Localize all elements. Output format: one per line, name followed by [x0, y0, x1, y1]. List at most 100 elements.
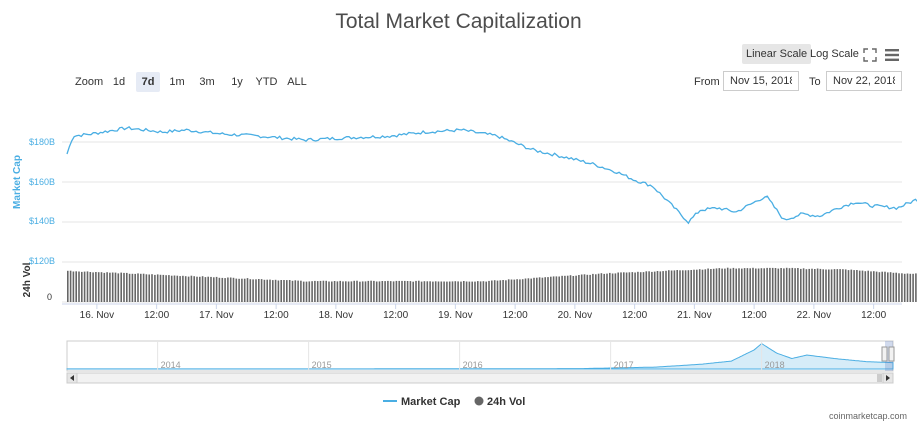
volume-bar [465, 281, 468, 302]
x-tick-label: 12:00 [622, 310, 647, 321]
volume-bar [229, 277, 232, 302]
volume-bar [120, 272, 122, 302]
volume-bar [249, 279, 252, 302]
x-tick-label: 16. Nov [80, 310, 114, 321]
volume-bar [592, 273, 594, 302]
volume-bar [547, 277, 549, 302]
volume-bar [446, 281, 448, 302]
x-tick-label: 22. Nov [797, 310, 831, 321]
volume-bar [698, 269, 701, 302]
volume-bar [460, 281, 462, 302]
volume-bar [606, 273, 608, 302]
volume-bar [333, 281, 336, 302]
volume-bar [712, 268, 715, 302]
volume-bar [704, 269, 707, 302]
from-date-input[interactable] [723, 71, 799, 91]
volume-bar [111, 272, 114, 302]
volume-bar [176, 275, 179, 302]
scrollbar-track[interactable] [66, 372, 894, 384]
log-scale-button[interactable]: Log Scale [810, 48, 859, 60]
volume-bar [95, 272, 97, 302]
volume-bar [409, 281, 412, 302]
volume-bar [451, 281, 454, 302]
volume-bar [726, 267, 729, 302]
volume-bar [311, 281, 313, 302]
volume-bar [847, 270, 850, 302]
volume-bar [774, 268, 777, 302]
to-label: To [809, 76, 821, 88]
zoom-label: Zoom [75, 76, 104, 88]
navigator-handle-right[interactable] [888, 346, 895, 362]
zoom-ytd-button[interactable]: YTD [255, 76, 278, 88]
volume-bar [819, 268, 822, 302]
volume-bar [839, 269, 841, 302]
volume-bar [595, 274, 597, 302]
legend-market-cap[interactable]: Market Cap [401, 396, 461, 408]
volume-bar [763, 268, 765, 302]
volume-bar [628, 272, 631, 302]
volume-bar [103, 272, 106, 302]
volume-bar [822, 269, 824, 302]
volume-bar [895, 272, 897, 302]
linear-scale-button[interactable]: Linear Scale [742, 44, 812, 64]
navigator-handle-left[interactable] [881, 346, 888, 362]
volume-bar [308, 281, 311, 302]
volume-bar [159, 274, 162, 302]
to-date-input[interactable] [826, 71, 902, 91]
x-tick-label: 12:00 [861, 310, 886, 321]
volume-bar [777, 268, 780, 302]
volume-bar [227, 277, 229, 302]
volume-bar [182, 275, 184, 302]
volume-bar [909, 273, 912, 302]
volume-bar [527, 278, 530, 302]
volume-bar [746, 268, 749, 302]
x-tick-label: 18. Nov [319, 310, 353, 321]
volume-bar [193, 276, 195, 302]
y-axis-title: Market Cap [12, 155, 23, 209]
volume-bar [853, 270, 855, 302]
volume-bar [906, 273, 909, 302]
volume-bar [342, 281, 344, 302]
zoom-3m-button[interactable]: 3m [199, 76, 215, 88]
volume-bar [215, 276, 218, 302]
volume-bar [769, 267, 771, 302]
volume-bar [690, 270, 692, 302]
zoom-1y-button[interactable]: 1y [231, 76, 243, 88]
volume-bar [620, 272, 622, 302]
volume-bar [406, 281, 409, 302]
volume-bar [280, 280, 282, 302]
volume-bar [566, 275, 569, 302]
zoom-all-button[interactable]: ALL [287, 76, 307, 88]
volume-bar [255, 279, 257, 302]
volume-bar [749, 268, 751, 302]
volume-bar [387, 280, 389, 302]
volume-bar [623, 272, 625, 302]
zoom-7d-button[interactable]: 7d [136, 72, 160, 92]
menu-icon[interactable] [884, 48, 900, 62]
volume-bar [887, 272, 889, 302]
volume-bar [771, 267, 774, 302]
volume-bar [218, 277, 221, 302]
volume-bar [67, 270, 69, 302]
legend-volume[interactable]: 24h Vol [487, 396, 525, 408]
volume-bar [701, 269, 704, 302]
volume-bar [791, 267, 794, 302]
zoom-1m-button[interactable]: 1m [169, 76, 185, 88]
volume-bar [213, 277, 215, 302]
volume-bar [873, 271, 875, 302]
volume-bar [151, 274, 153, 302]
volume-axis-title: 24h Vol [22, 262, 33, 297]
volume-bar [474, 281, 476, 302]
fullscreen-icon[interactable] [863, 48, 877, 62]
volume-bar [184, 276, 187, 302]
volume-bar [915, 273, 917, 302]
volume-bar [415, 280, 417, 302]
volume-bar [359, 281, 361, 302]
volume-bar [148, 274, 150, 302]
zoom-1d-button[interactable]: 1d [112, 76, 126, 88]
volume-bar [347, 281, 350, 302]
volume-bar [109, 272, 111, 302]
volume-bar [828, 269, 830, 302]
volume-bar [580, 274, 583, 302]
scrollbar-thumb[interactable] [877, 374, 882, 382]
